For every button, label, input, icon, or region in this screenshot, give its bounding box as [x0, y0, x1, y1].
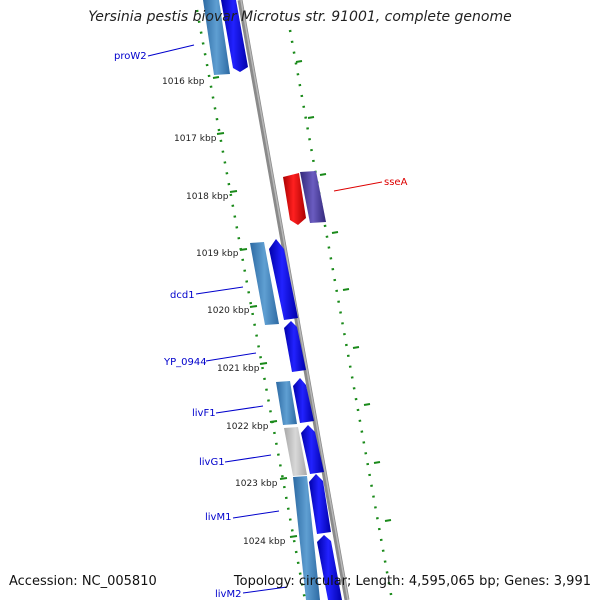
gene-strip-livm1 — [293, 476, 320, 600]
cds-yp0944 — [284, 321, 306, 372]
map-title: Yersinia pestis biovar Microtus str. 910… — [88, 9, 512, 25]
kbp-tick: 1021 kbp — [217, 362, 268, 374]
gene-label-yp0944: YP_0944 — [163, 357, 207, 368]
gene-label-ssea: sseA — [384, 177, 408, 188]
svg-text:1019 kbp: 1019 kbp — [196, 249, 239, 259]
gene-labels: proW2 sseA dcd1 YP_0944 livF1 livG1 livM… — [114, 51, 408, 600]
cds-livm2 — [317, 535, 342, 600]
kbp-tick: 1023 kbp — [235, 477, 288, 489]
genome-summary-text: Topology: circular; Length: 4,595,065 bp… — [233, 574, 591, 589]
svg-text:1017 kbp: 1017 kbp — [174, 134, 217, 144]
gene-strip-dcd1 — [250, 242, 279, 325]
kbp-tick: 1017 kbp — [174, 132, 225, 144]
left-tick-track — [195, 9, 307, 600]
cds-livm1 — [309, 474, 331, 534]
gene-label-dcd1: dcd1 — [170, 290, 195, 301]
backbone-highlight — [240, 0, 349, 600]
gene-label-prow2: proW2 — [114, 51, 147, 62]
cds-livf1 — [293, 378, 314, 423]
gene-label-livg1: livG1 — [199, 457, 225, 468]
gene-label-livm1: livM1 — [205, 512, 231, 523]
cds-livg1 — [301, 425, 324, 474]
svg-text:1020 kbp: 1020 kbp — [207, 306, 250, 316]
svg-text:1022 kbp: 1022 kbp — [226, 422, 269, 432]
gene-strip-livf1 — [276, 381, 297, 425]
kbp-tick: 1018 kbp — [186, 190, 238, 202]
label-leaders — [147, 44, 383, 594]
gene-label-livm2: livM2 — [215, 589, 241, 600]
cds-dcd1 — [269, 239, 298, 320]
cds-ssea — [283, 173, 306, 225]
svg-text:1024 kbp: 1024 kbp — [243, 537, 286, 547]
right-ticks — [295, 60, 392, 522]
kbp-tick: 1024 kbp — [243, 535, 298, 547]
kbp-tick: 1016 kbp — [162, 76, 220, 87]
kbp-tick: 1022 kbp — [226, 420, 278, 432]
svg-text:1018 kbp: 1018 kbp — [186, 192, 229, 202]
svg-text:1016 kbp: 1016 kbp — [162, 77, 205, 87]
svg-text:1023 kbp: 1023 kbp — [235, 479, 278, 489]
gene-strip-prow2 — [203, 0, 230, 75]
cds-prow2 — [221, 0, 248, 72]
svg-text:1021 kbp: 1021 kbp — [217, 364, 260, 374]
gene-strip-ssea — [300, 171, 326, 223]
kbp-tick: 1019 kbp — [196, 248, 248, 259]
accession-text: Accession: NC_005810 — [9, 574, 157, 589]
kbp-scale: 1016 kbp 1017 kbp 1018 kbp 1019 kbp 1020… — [162, 76, 298, 547]
kbp-tick: 1020 kbp — [207, 305, 258, 316]
gene-strip-livg1 — [284, 427, 307, 476]
gene-label-livf1: livF1 — [192, 408, 216, 419]
